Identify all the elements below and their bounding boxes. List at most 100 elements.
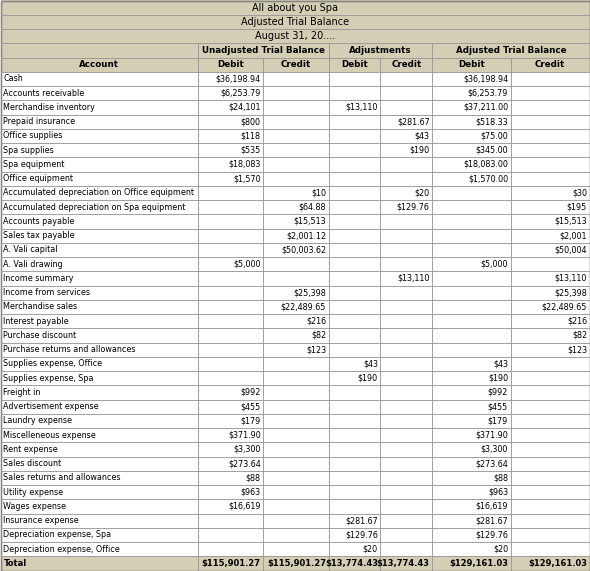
Text: $129.76: $129.76 (345, 530, 378, 540)
Text: $190: $190 (409, 146, 430, 155)
Bar (381, 72, 432, 86)
Bar (198, 328, 263, 343)
Bar (510, 456, 589, 471)
Bar (432, 343, 510, 357)
Bar (432, 443, 510, 456)
Bar (510, 371, 589, 385)
Text: $13,774.43: $13,774.43 (377, 559, 430, 568)
Bar (329, 371, 381, 385)
Bar (381, 100, 432, 115)
Bar (198, 414, 263, 428)
Bar (432, 214, 510, 228)
Text: Debit: Debit (341, 60, 368, 69)
Text: $30: $30 (572, 188, 587, 198)
Bar (263, 100, 329, 115)
Bar (510, 171, 589, 186)
Bar (381, 86, 432, 100)
Bar (329, 485, 381, 499)
Bar (1, 414, 198, 428)
Bar (329, 157, 381, 171)
Text: $75.00: $75.00 (480, 131, 508, 140)
Bar (510, 499, 589, 513)
Text: Merchandise sales: Merchandise sales (4, 303, 78, 311)
Text: $16,619: $16,619 (476, 502, 508, 511)
Bar (1, 357, 198, 371)
Bar (381, 115, 432, 128)
Bar (432, 499, 510, 513)
Text: $455: $455 (241, 402, 261, 411)
Bar (381, 314, 432, 328)
Bar (432, 115, 510, 128)
Text: $82: $82 (572, 331, 587, 340)
Bar (263, 542, 329, 556)
Bar (510, 115, 589, 128)
Bar (329, 86, 381, 100)
Text: $37,211.00: $37,211.00 (463, 103, 508, 112)
Bar (1, 385, 198, 400)
Bar (510, 513, 589, 528)
Bar (329, 471, 381, 485)
Bar (432, 385, 510, 400)
Bar (1, 43, 198, 58)
Bar (381, 400, 432, 414)
Bar (1, 542, 198, 556)
Bar (198, 86, 263, 100)
Text: $518.33: $518.33 (476, 117, 508, 126)
Bar (198, 556, 263, 570)
Text: Adjusted Trial Balance: Adjusted Trial Balance (241, 17, 349, 27)
Bar (198, 243, 263, 257)
Text: $5,000: $5,000 (233, 260, 261, 268)
Text: $281.67: $281.67 (476, 516, 508, 525)
Bar (1, 143, 198, 157)
Text: $371.90: $371.90 (476, 431, 508, 440)
Bar (510, 157, 589, 171)
Bar (263, 128, 329, 143)
Bar (432, 400, 510, 414)
Bar (381, 556, 432, 570)
Bar (1, 100, 198, 115)
Text: Insurance expense: Insurance expense (4, 516, 79, 525)
Text: $13,774.43: $13,774.43 (325, 559, 378, 568)
Text: Supplies expense, Spa: Supplies expense, Spa (4, 373, 94, 383)
Bar (263, 228, 329, 243)
Text: Income from services: Income from services (4, 288, 90, 297)
Text: Sales returns and allowances: Sales returns and allowances (4, 473, 121, 482)
Bar (432, 257, 510, 271)
Text: $800: $800 (241, 117, 261, 126)
Bar (198, 542, 263, 556)
Bar (329, 243, 381, 257)
Bar (263, 157, 329, 171)
Text: $281.67: $281.67 (345, 516, 378, 525)
Bar (381, 385, 432, 400)
Bar (263, 328, 329, 343)
Bar (510, 314, 589, 328)
Bar (1, 186, 198, 200)
Text: $190: $190 (358, 373, 378, 383)
Text: Adjusted Trial Balance: Adjusted Trial Balance (455, 46, 566, 55)
Bar (198, 257, 263, 271)
Text: $82: $82 (311, 331, 326, 340)
Bar (1, 157, 198, 171)
Bar (1, 328, 198, 343)
Bar (1, 72, 198, 86)
Text: Sales discount: Sales discount (4, 459, 61, 468)
Bar (381, 214, 432, 228)
Bar (263, 513, 329, 528)
Bar (329, 513, 381, 528)
Text: Merchandise inventory: Merchandise inventory (4, 103, 96, 112)
Bar (329, 528, 381, 542)
Bar (1, 214, 198, 228)
Bar (432, 371, 510, 385)
Bar (1, 200, 198, 214)
Text: $16,619: $16,619 (228, 502, 261, 511)
Bar (263, 143, 329, 157)
Text: Cash: Cash (4, 74, 23, 83)
Bar (432, 556, 510, 570)
Bar (432, 43, 589, 58)
Bar (198, 385, 263, 400)
Bar (432, 314, 510, 328)
Bar (1, 228, 198, 243)
Bar (329, 100, 381, 115)
Text: $88: $88 (493, 473, 508, 482)
Bar (381, 485, 432, 499)
